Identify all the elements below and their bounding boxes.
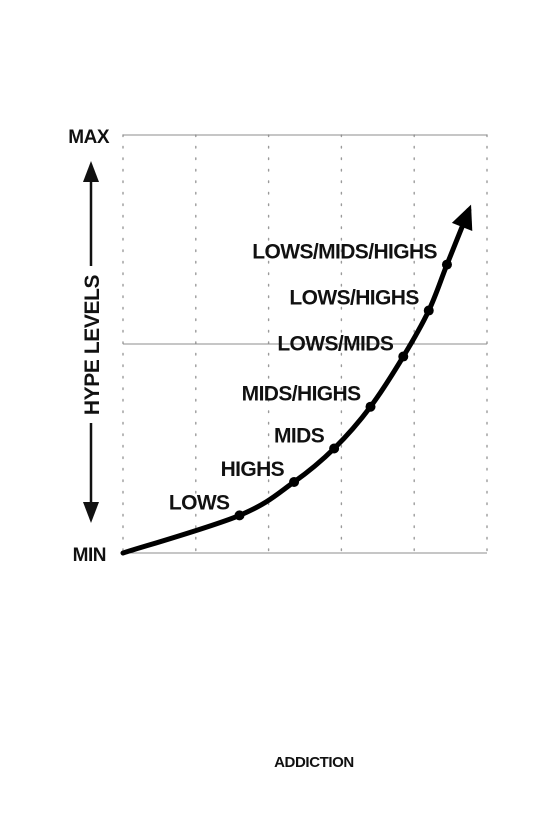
y-axis-title: HYPE LEVELS	[81, 274, 104, 415]
chart-frame	[123, 134, 487, 554]
down-arrow-icon	[83, 502, 99, 523]
data-point-marker	[423, 305, 434, 316]
data-point-marker	[365, 401, 376, 412]
data-point-marker	[441, 259, 452, 270]
y-min-label: MIN	[73, 545, 106, 566]
data-points: LOWS HIGHS MIDS MIDS/HIGHS LOWS/MIDS LOWS/HIG…	[169, 241, 452, 521]
data-point-marker	[234, 510, 245, 521]
curve-arrowhead-icon	[451, 204, 473, 232]
data-point-label: LOWS	[169, 491, 230, 514]
x-axis-title: ADDICTION	[274, 754, 354, 771]
y-max-label: MAX	[68, 127, 110, 148]
data-point-label: MIDS/HIGHS	[242, 383, 361, 406]
data-point-label: LOWS/MIDS/HIGHS	[252, 241, 437, 264]
data-point-label: LOWS/HIGHS	[289, 287, 419, 310]
data-point-label: MIDS	[274, 425, 325, 448]
data-point-label: HIGHS	[221, 458, 285, 481]
y-axis-indicator: HYPE LEVELS	[81, 161, 104, 523]
data-point-marker	[329, 443, 340, 454]
data-point-label: LOWS/MIDS	[277, 333, 394, 356]
data-point-marker	[398, 351, 409, 362]
up-arrow-icon	[83, 161, 99, 182]
data-point-marker	[289, 476, 300, 487]
